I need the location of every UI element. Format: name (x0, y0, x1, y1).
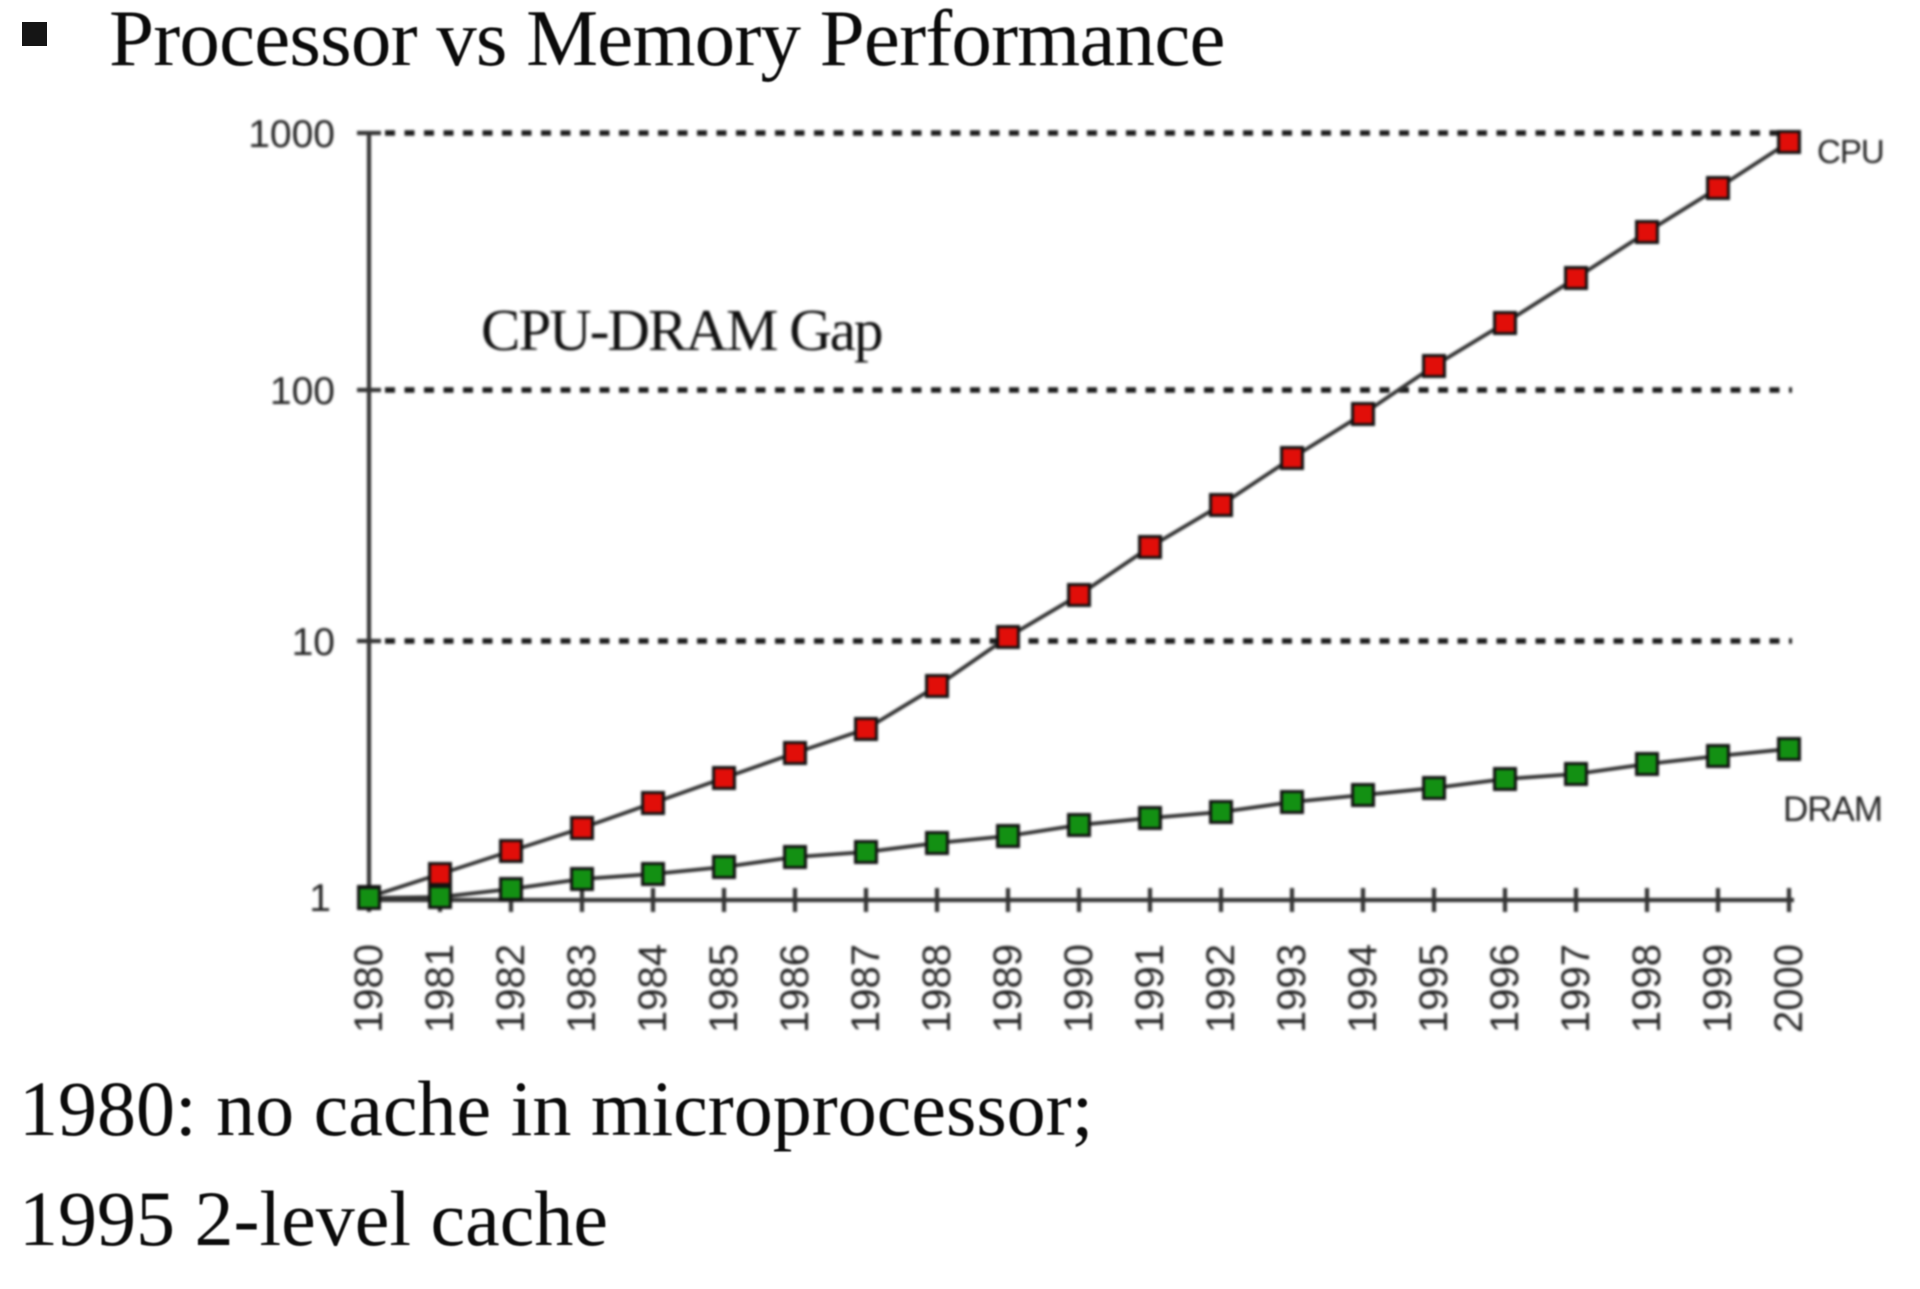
svg-text:1000: 1000 (248, 113, 335, 156)
svg-text:1998: 1998 (1625, 944, 1669, 1033)
svg-text:CPU: CPU (1817, 133, 1884, 170)
svg-text:1: 1 (309, 877, 331, 920)
svg-text:1991: 1991 (1128, 944, 1172, 1033)
svg-text:1984: 1984 (631, 944, 675, 1033)
svg-text:1989: 1989 (986, 944, 1030, 1033)
svg-text:1982: 1982 (489, 944, 533, 1033)
svg-text:1992: 1992 (1199, 944, 1243, 1033)
svg-text:1987: 1987 (844, 944, 888, 1033)
svg-text:1990: 1990 (1057, 944, 1101, 1033)
svg-text:CPU-DRAM Gap: CPU-DRAM Gap (481, 297, 882, 363)
svg-text:1997: 1997 (1554, 944, 1598, 1033)
svg-text:10: 10 (292, 621, 335, 664)
svg-text:1983: 1983 (560, 944, 604, 1033)
svg-text:1994: 1994 (1341, 944, 1385, 1033)
svg-text:1981: 1981 (418, 944, 462, 1033)
svg-text:1993: 1993 (1270, 944, 1314, 1033)
svg-text:1986: 1986 (773, 944, 817, 1033)
svg-text:1999: 1999 (1696, 944, 1740, 1033)
svg-text:1996: 1996 (1483, 944, 1527, 1033)
svg-text:1985: 1985 (702, 944, 746, 1033)
svg-text:1980: 1980 (347, 944, 391, 1033)
svg-text:100: 100 (270, 370, 335, 413)
svg-text:1988: 1988 (915, 944, 959, 1033)
svg-text:2000: 2000 (1767, 944, 1811, 1033)
svg-text:1995: 1995 (1412, 944, 1456, 1033)
svg-text:DRAM: DRAM (1783, 790, 1882, 829)
